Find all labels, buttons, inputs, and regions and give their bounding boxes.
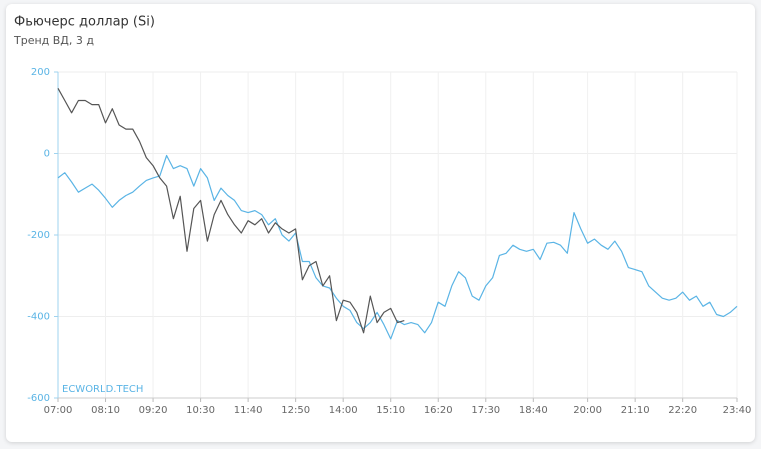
card [6,4,755,442]
x-tick-label: 07:00 [44,405,73,416]
x-tick-label: 22:20 [668,405,697,416]
x-tick-label: 16:20 [424,405,453,416]
line-series [57,154,738,340]
line-series [57,88,405,334]
x-tick-label: 17:30 [471,405,500,416]
x-tick-label: 14:00 [329,405,358,416]
y-tick-label: 200 [31,67,50,78]
x-tick-label: 23:40 [723,405,752,416]
y-tick-label: -400 [27,312,50,323]
watermark: ECWORLD.TECH [62,384,143,395]
x-tick-label: 21:10 [621,405,650,416]
x-tick-label: 08:10 [91,405,120,416]
x-tick-label: 20:00 [573,405,602,416]
x-tick-label: 11:40 [234,405,263,416]
x-tick-label: 10:30 [186,405,215,416]
chart-title: Фьючерс доллар (Si) [14,15,155,30]
y-tick-label: -600 [27,393,50,404]
chart-subtitle: Тренд ВД, 3 д [13,34,94,47]
y-tick-label: 0 [44,149,50,160]
x-tick-label: 12:50 [281,405,310,416]
x-tick-label: 18:40 [519,405,548,416]
x-tick-label: 15:10 [376,405,405,416]
y-tick-label: -200 [27,230,50,241]
x-tick-label: 09:20 [139,405,168,416]
